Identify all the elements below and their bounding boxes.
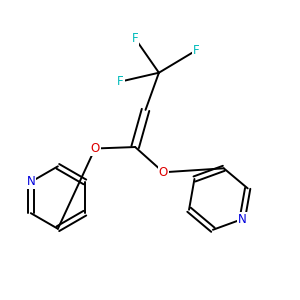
Text: F: F: [193, 44, 200, 57]
Text: O: O: [159, 166, 168, 179]
Text: N: N: [26, 176, 35, 188]
Text: F: F: [132, 32, 139, 45]
Text: F: F: [117, 75, 124, 88]
Text: O: O: [90, 142, 100, 155]
Text: N: N: [238, 213, 247, 226]
